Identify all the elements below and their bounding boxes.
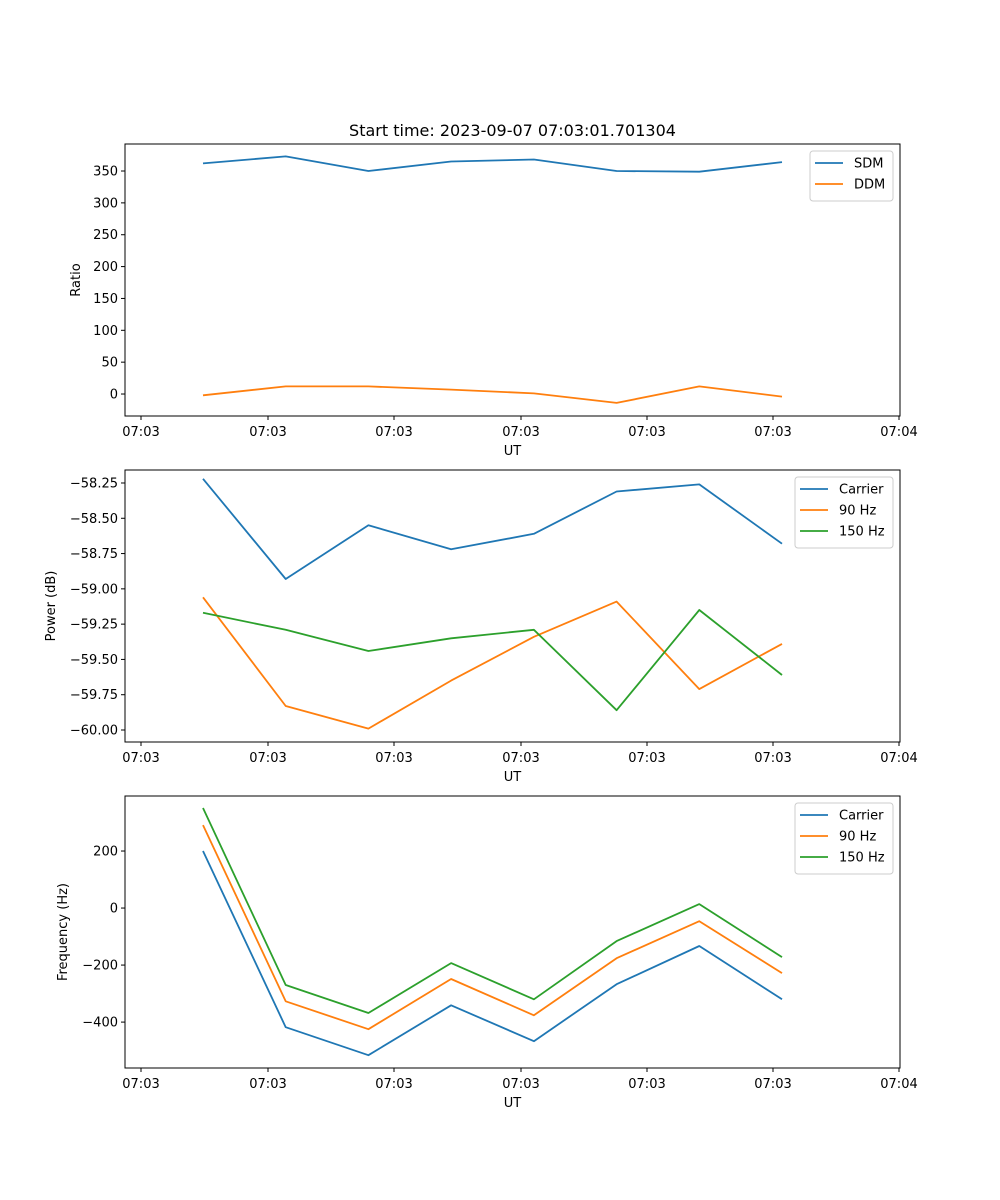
x-tick-label: 07:03 [375, 425, 412, 440]
legend: SDM DDM [809, 150, 894, 202]
series-line-90-hz [202, 824, 783, 1031]
x-tick-label: 07:03 [375, 751, 412, 766]
y-tick-label: −59.00 [70, 582, 118, 597]
y-tick-label: −58.50 [70, 512, 118, 527]
legend-label: 90 Hz [839, 830, 876, 845]
x-tick-label: 07:03 [754, 751, 791, 766]
legend-label: 150 Hz [839, 851, 885, 866]
series-line-carrier [202, 850, 783, 1057]
subplot-3: −400 −200 0 200 07:03 07:03 07:03 07:03 07:03 07:… [56, 795, 918, 1111]
axes-frame [124, 143, 901, 417]
axes-frame [124, 469, 901, 743]
x-tick-label: 07:03 [628, 1077, 665, 1092]
y-tick-label: −59.50 [70, 653, 118, 668]
x-tick-label: 07:04 [880, 751, 917, 766]
x-tick-label: 07:03 [502, 1077, 539, 1092]
subplot-1: Start time: 2023-09-07 07:03:01.701304 0 5… [69, 121, 918, 459]
y-tick-label: −200 [82, 959, 118, 974]
x-tick-label: 07:03 [249, 751, 286, 766]
y-tick-label: 0 [110, 902, 118, 917]
series-line-90-hz [202, 596, 783, 730]
x-tick-label: 07:03 [375, 1077, 412, 1092]
x-tick-label: 07:03 [122, 751, 159, 766]
x-axis-label: UT [504, 770, 522, 785]
legend-label: Carrier [839, 483, 884, 498]
series-line-ddm [202, 385, 783, 404]
axes-frame [124, 795, 901, 1069]
legend: Carrier 90 Hz 150 Hz [794, 802, 894, 875]
y-tick-label: −400 [82, 1016, 118, 1031]
chart-title: Start time: 2023-09-07 07:03:01.701304 [349, 121, 676, 140]
y-tick-label: 100 [93, 324, 118, 339]
x-tick-label: 07:03 [754, 1077, 791, 1092]
x-tick-label: 07:03 [249, 1077, 286, 1092]
legend: Carrier 90 Hz 150 Hz [794, 476, 894, 549]
x-tick-label: 07:03 [122, 425, 159, 440]
x-axis-label: UT [504, 1096, 522, 1111]
legend-label: SDM [854, 157, 883, 172]
x-tick-label: 07:03 [502, 425, 539, 440]
y-tick-label: −58.75 [70, 547, 118, 562]
x-axis-label: UT [504, 444, 522, 459]
subplot-2: −60.00 −59.75 −59.50 −59.25 −59.00 −58.75 −58.… [44, 469, 918, 785]
series-line-150-hz [202, 609, 783, 712]
y-axis-label: Frequency (Hz) [56, 883, 71, 981]
y-tick-label: 150 [93, 292, 118, 307]
x-tick-label: 07:03 [122, 1077, 159, 1092]
series-line-sdm [202, 155, 783, 173]
y-axis-label: Power (dB) [44, 571, 59, 642]
x-tick-label: 07:03 [249, 425, 286, 440]
y-tick-label: 50 [101, 356, 118, 371]
y-tick-label: 0 [110, 388, 118, 403]
x-tick-label: 07:04 [880, 425, 917, 440]
legend-label: 150 Hz [839, 525, 885, 540]
x-tick-label: 07:03 [754, 425, 791, 440]
y-tick-label: −58.25 [70, 476, 118, 491]
y-tick-label: 300 [93, 196, 118, 211]
y-tick-label: −60.00 [70, 724, 118, 739]
x-tick-label: 07:04 [880, 1077, 917, 1092]
y-tick-label: 350 [93, 165, 118, 180]
legend-label: Carrier [839, 809, 884, 824]
series-line-150-hz [202, 807, 783, 1014]
legend-label: 90 Hz [839, 504, 876, 519]
x-tick-label: 07:03 [502, 751, 539, 766]
y-tick-label: 200 [93, 260, 118, 275]
y-tick-label: 200 [93, 845, 118, 860]
legend-label: DDM [854, 178, 885, 193]
y-tick-label: −59.75 [70, 688, 118, 703]
x-tick-label: 07:03 [628, 425, 665, 440]
series-line-carrier [202, 478, 783, 580]
y-axis-label: Ratio [69, 263, 84, 296]
x-tick-label: 07:03 [628, 751, 665, 766]
y-tick-label: −59.25 [70, 618, 118, 633]
y-tick-label: 250 [93, 228, 118, 243]
